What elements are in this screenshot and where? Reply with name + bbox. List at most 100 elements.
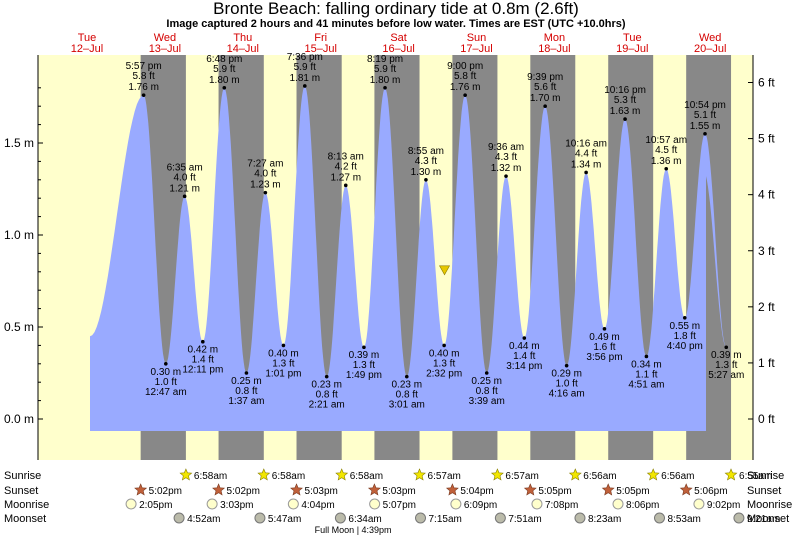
tide-ft-label: 5.3 ft [614, 95, 636, 106]
tide-m-label: 0.42 m [188, 345, 219, 356]
tide-time-label: 5:57 pm [126, 61, 162, 72]
sunset-icon [367, 483, 381, 496]
tide-time-label: 4:40 pm [667, 341, 703, 352]
row-label-right: Moonset [747, 513, 789, 525]
tide-ft-label: 4.3 ft [415, 156, 437, 167]
tide-ft-label: 0.8 ft [235, 386, 257, 397]
day-name: Tue [78, 32, 97, 44]
row-label-left: Moonset [4, 513, 46, 525]
sunrise-time: 6:56am [583, 471, 616, 482]
sunset-time: 5:02pm [227, 486, 260, 497]
tide-ft-label: 1.6 ft [593, 342, 615, 353]
moonset-time: 9:21am [747, 514, 780, 525]
tide-time-label: 4:16 am [549, 389, 585, 400]
tide-ft-label: 1.1 ft [635, 369, 657, 380]
tide-ft-label: 4.0 ft [174, 172, 196, 183]
tide-point [564, 363, 569, 368]
moonrise-time: 7:08pm [545, 500, 578, 511]
tide-point [703, 132, 707, 136]
tide-time-label: 7:27 am [247, 159, 283, 170]
tide-point [424, 178, 428, 182]
tide-time-label: 1:49 pm [346, 370, 382, 381]
tide-ft-label: 5.8 ft [133, 71, 155, 82]
tide-time-label: 3:14 pm [506, 361, 542, 372]
tide-point [281, 343, 286, 348]
tide-point [504, 174, 508, 178]
tide-ft-label: 4.3 ft [495, 152, 517, 163]
day-name: Tue [623, 32, 642, 44]
moonrise-time: 5:07pm [383, 500, 416, 511]
right-tick-label: 6 ft [758, 76, 775, 90]
moonset-time: 5:47am [268, 514, 301, 525]
tide-time-label: 12:11 pm [182, 365, 223, 376]
day-name: Wed [154, 32, 176, 44]
tide-time-label: 9:00 pm [447, 61, 483, 72]
moonset-time: 7:15am [429, 514, 462, 525]
tide-m-label: 1.63 m [610, 106, 641, 117]
tide-point [141, 93, 146, 97]
tide-m-label: 1.34 m [571, 159, 602, 170]
sunrise-icon [179, 468, 193, 481]
tide-point [244, 371, 249, 375]
tide-m-label: 0.40 m [429, 348, 460, 359]
day-date: 20–Jul [694, 43, 726, 55]
tide-ft-label: 1.3 ft [715, 360, 737, 371]
tide-time-label: 8:55 am [408, 146, 444, 157]
tide-point [201, 339, 205, 344]
tide-time-label: 12:47 am [145, 387, 187, 398]
tide-time-label: 2:21 am [309, 400, 345, 411]
right-tick-label: 5 ft [758, 132, 775, 146]
tide-ft-label: 5.6 ft [534, 82, 556, 93]
chart-subtitle: Image captured 2 hours and 41 minutes be… [166, 18, 626, 30]
tide-m-label: 0.23 m [311, 380, 342, 391]
day-date: 15–Jul [304, 43, 336, 55]
tide-time-label: 4:51 am [628, 379, 664, 390]
tide-point [182, 194, 187, 199]
sun-moon-rows: Sunrise Sunrise Sunset Sunset Moonrise Moonri… [4, 468, 792, 535]
tide-ft-label: 1.4 ft [192, 355, 214, 366]
tide-point [222, 86, 227, 90]
tide-ft-label: 1.3 ft [433, 358, 455, 369]
row-label-right: Moonrise [747, 499, 792, 511]
moonrise-time: 6:09pm [464, 500, 497, 511]
tide-point [584, 170, 588, 175]
sunrise-icon [335, 468, 349, 481]
moonset-time: 4:52am [187, 514, 220, 525]
tide-time-label: 3:39 am [469, 396, 505, 407]
tide-m-label: 0.25 m [231, 376, 262, 387]
row-label-left: Sunset [4, 485, 38, 497]
tide-curve [90, 86, 727, 431]
right-tick-label: 2 ft [758, 300, 775, 314]
sunset-time: 5:03pm [305, 486, 338, 497]
tide-m-label: 1.32 m [491, 163, 522, 174]
tide-point [324, 374, 329, 379]
tide-m-label: 1.27 m [330, 172, 361, 183]
tide-point [602, 327, 607, 331]
moonrise-time: 9:02pm [707, 500, 740, 511]
moonset-icon [334, 512, 346, 524]
tide-point [623, 117, 627, 121]
tide-m-label: 0.30 m [151, 367, 182, 378]
right-tick-label: 3 ft [758, 244, 775, 258]
right-tick-label: 4 ft [758, 188, 775, 202]
moonset-icon [733, 512, 745, 524]
sunset-time: 5:02pm [149, 486, 182, 497]
tide-m-label: 1.36 m [651, 156, 682, 167]
tide-ft-label: 1.0 ft [556, 379, 578, 390]
tide-m-label: 0.49 m [589, 332, 620, 343]
sunset-icon [134, 483, 148, 496]
tide-ft-label: 0.8 ft [316, 390, 338, 401]
sunrise-icon [257, 468, 271, 481]
moonrise-time: 2:05pm [139, 500, 172, 511]
day-date: 12–Jul [71, 43, 103, 55]
current-level-marker [439, 265, 451, 276]
tide-m-label: 1.23 m [250, 180, 281, 191]
moonset-icon [173, 512, 185, 524]
tide-ft-label: 4.0 ft [254, 169, 276, 180]
moonrise-icon [287, 498, 299, 510]
sunset-time: 5:05pm [538, 486, 571, 497]
tide-m-label: 0.34 m [631, 359, 662, 370]
tide-time-label: 10:54 pm [684, 100, 726, 111]
day-date: 18–Jul [538, 43, 570, 55]
